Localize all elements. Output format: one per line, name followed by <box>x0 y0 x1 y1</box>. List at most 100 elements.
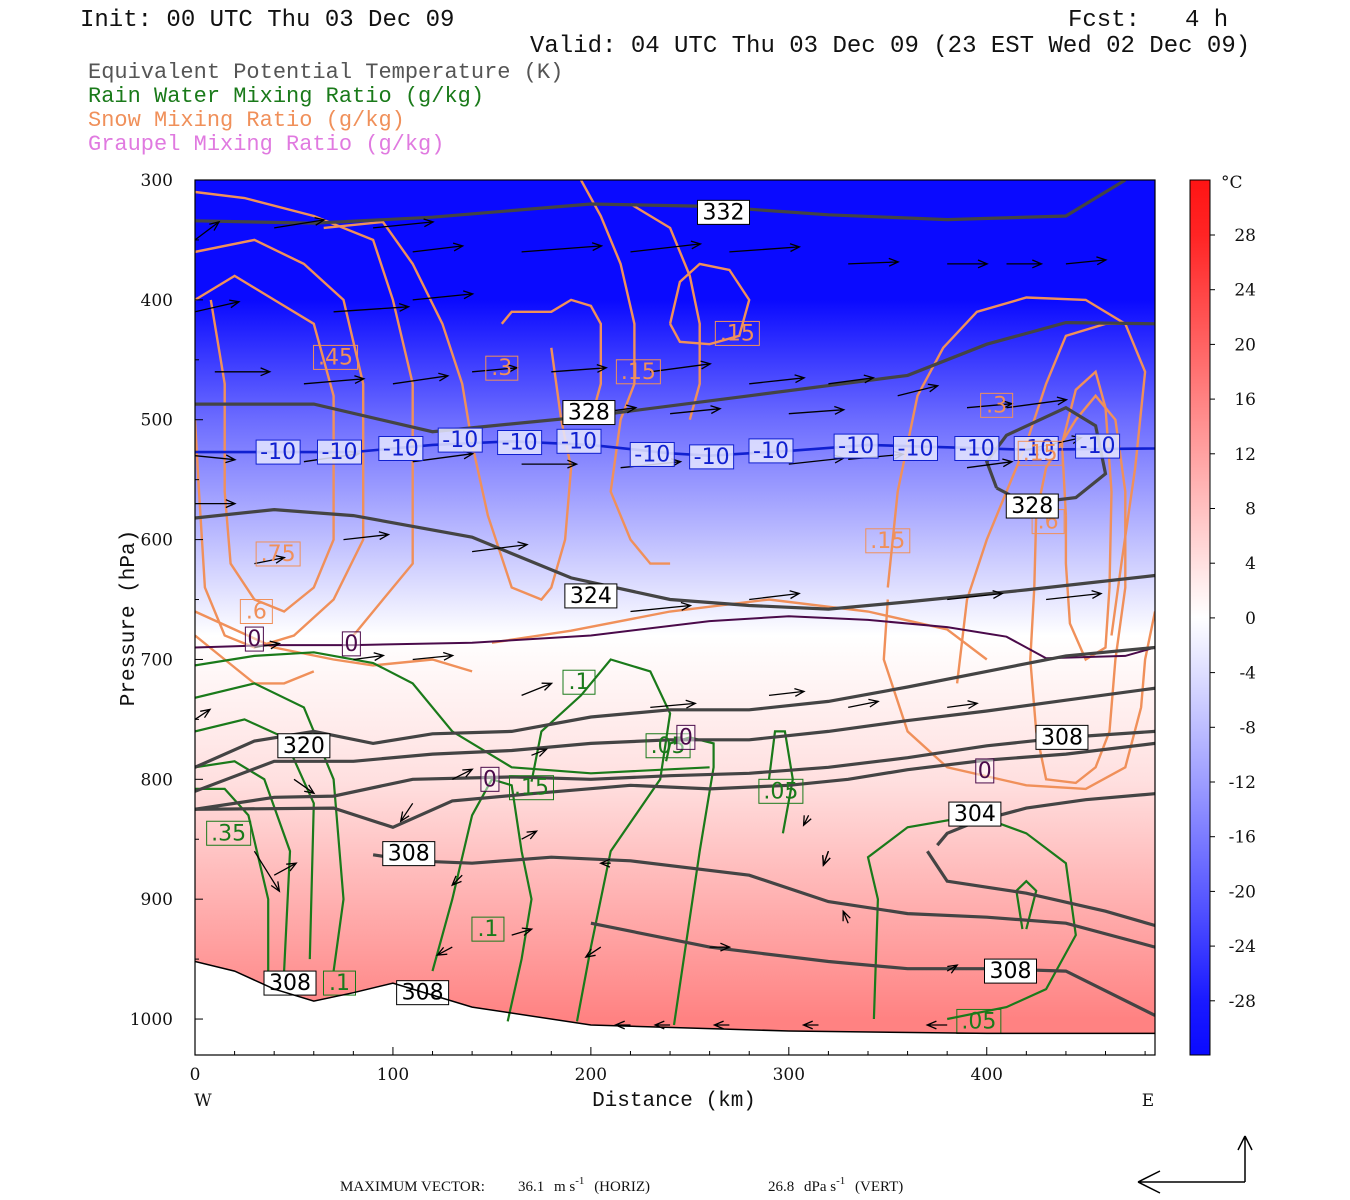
snow-label: .3 <box>485 355 519 381</box>
temperature-fill <box>195 180 1155 1055</box>
wind-vector <box>195 299 241 313</box>
wind-vector <box>848 257 900 267</box>
wind-vector <box>947 589 1004 601</box>
vert-exponent: -1 <box>836 1175 845 1187</box>
wind-vector <box>521 682 554 697</box>
rain-label: .35 <box>206 820 252 846</box>
wind-vector <box>848 698 880 709</box>
colorbar-tick-label: 0 <box>1245 609 1256 629</box>
minus10-label-box <box>316 439 362 465</box>
theta-e-label-box <box>277 733 331 759</box>
minus10-label-box <box>629 441 675 467</box>
graupel-label-text: 0 <box>483 767 497 792</box>
west-label: W <box>194 1091 212 1111</box>
rain-contour <box>195 787 270 984</box>
theta-e-label-text: 332 <box>702 200 744 225</box>
y-tick-label: 300 <box>141 171 173 191</box>
y-tick-label: 900 <box>141 890 173 910</box>
theta-e-contour-328 <box>195 320 1155 434</box>
wind-vector <box>584 946 602 959</box>
snow-contour <box>668 262 751 346</box>
snow-label: .75 <box>255 541 301 567</box>
graupel-label-text: 0 <box>344 632 358 657</box>
rain-contour <box>195 760 292 972</box>
ground-surface-line <box>195 960 1155 1035</box>
wind-vector <box>472 364 519 374</box>
snow-contour <box>882 599 1155 791</box>
init-time: Init: 00 UTC Thu 03 Dec 09 <box>80 7 454 34</box>
theta-e-label-box <box>984 958 1038 984</box>
forecast-hour: 4 h <box>1185 7 1228 34</box>
x-tick-label: 0 <box>190 1065 201 1085</box>
wind-vector <box>1006 259 1044 269</box>
theta-e-label-text: 308 <box>402 981 444 1006</box>
wind-vector <box>531 748 549 757</box>
graupel-label-box <box>480 766 500 792</box>
rain-contour <box>195 651 710 775</box>
legend-entry-snow: Snow Mixing Ratio (g/kg) <box>88 108 405 133</box>
theta-e-contour-304 <box>936 792 1155 847</box>
theta-e-label: 308 <box>1035 724 1089 750</box>
graupel-label: 0 <box>676 724 696 750</box>
snow-label: .15 <box>865 528 911 554</box>
wind-vector <box>1065 256 1108 266</box>
minus10-label-box <box>497 430 543 455</box>
minus10-label-text: -10 <box>502 431 538 456</box>
theta-e-label-text: 308 <box>388 842 430 867</box>
theta-e-label: 308 <box>396 980 450 1006</box>
theta-e-label: 324 <box>564 583 618 609</box>
theta-e-label-box <box>948 801 1002 827</box>
rain-label-box <box>508 775 554 801</box>
wind-vector <box>749 374 806 385</box>
vert-value: 26.8 <box>768 1179 794 1195</box>
theta-e-contour-308 <box>926 850 1155 928</box>
y-tick-label: 700 <box>141 650 173 670</box>
wind-vector <box>897 383 940 397</box>
rain-contour <box>1015 879 1038 930</box>
wind-vector <box>630 601 693 613</box>
theta-e-label: 328 <box>1005 493 1059 519</box>
rain-contour <box>665 736 715 1026</box>
wind-vector <box>802 815 812 827</box>
minus10-label-text: -10 <box>634 442 670 467</box>
snow-label-text: .15 <box>1023 441 1058 466</box>
theta-e-label-box <box>382 841 436 867</box>
minus10-label-box <box>1013 435 1059 461</box>
rain-contour <box>530 658 672 1022</box>
snow-label-box <box>485 355 519 381</box>
snow-contour <box>500 298 602 421</box>
y-tick-label: 500 <box>141 411 173 431</box>
theta-e-contour-312 <box>195 729 1155 811</box>
y-tick-label: 1000 <box>130 1010 173 1030</box>
x-tick-label: 300 <box>773 1065 805 1085</box>
colorbar-tick-label: -12 <box>1229 773 1256 793</box>
wind-vector <box>630 240 703 253</box>
rain-label: .05 <box>758 778 804 804</box>
max-vector-horiz: 36.1 m s-1 (HORIZ) <box>518 1172 650 1195</box>
wind-vector <box>788 405 846 415</box>
minus10-label-box <box>689 444 735 470</box>
minus10-label: -10 <box>255 439 301 465</box>
wind-vector <box>729 243 802 253</box>
wind-vector <box>1046 589 1103 601</box>
forecast-label: Fcst: <box>1068 7 1140 34</box>
colorbar-tick-label: 12 <box>1234 445 1256 465</box>
snow-contour <box>886 296 1147 636</box>
rain-contour <box>866 814 1077 1021</box>
wind-vector <box>254 554 287 565</box>
theta-e-contour-324 <box>195 507 1155 611</box>
wind-vector <box>399 802 414 823</box>
wind-vector <box>412 242 465 253</box>
minus10-label-box <box>833 433 879 459</box>
wind-vector <box>768 687 806 697</box>
y-tick-label: 400 <box>141 291 173 311</box>
wind-vector <box>214 367 272 377</box>
minus10-label-text: -10 <box>1080 434 1116 459</box>
graupel-label-text: 0 <box>679 725 693 750</box>
minus10-label: -10 <box>833 433 879 459</box>
minus10-label-text: -10 <box>322 440 358 465</box>
x-tick-label: 100 <box>377 1065 409 1085</box>
wind-vector <box>828 374 876 385</box>
minus10-label-text: -10 <box>1018 436 1054 461</box>
